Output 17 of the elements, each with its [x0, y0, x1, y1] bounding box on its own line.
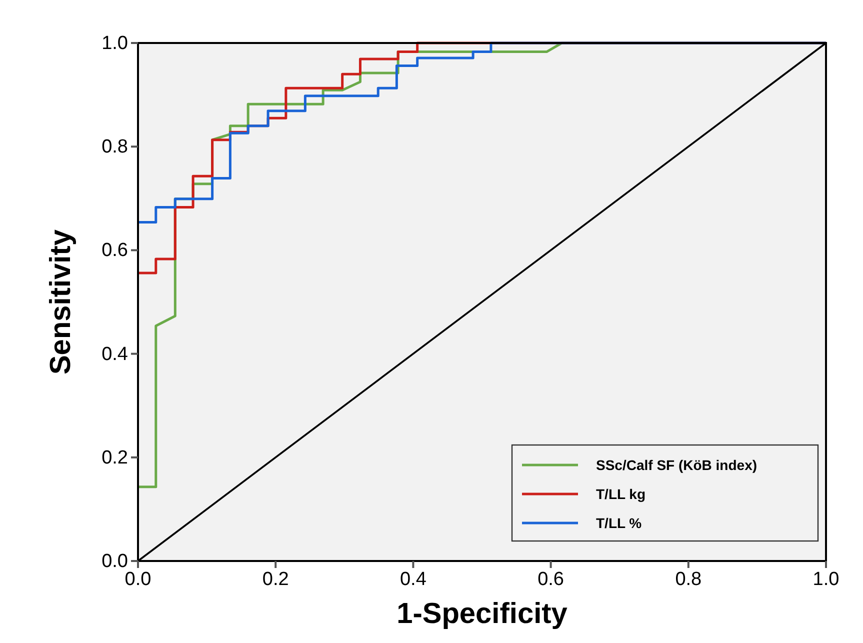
x-tick-label: 0.8	[675, 569, 702, 590]
x-tick-label: 1.0	[812, 569, 840, 590]
legend-label: SSc/Calf SF (KöB index)	[596, 457, 758, 473]
legend-label: T/LL %	[596, 515, 642, 531]
y-tick-label: 0.8	[102, 136, 128, 158]
x-tick-label: 0.2	[262, 569, 289, 590]
y-axis-title: Sensitivity	[45, 229, 77, 375]
legend-label: T/LL kg	[596, 486, 646, 502]
x-tick-label: 0.4	[400, 569, 427, 590]
y-tick-label: 1.0	[102, 33, 128, 54]
x-tick-label: 0.6	[538, 569, 564, 590]
x-tick-label: 0.0	[124, 569, 152, 590]
x-axis-title: 1-Specificity	[396, 598, 568, 630]
y-tick-label: 0.2	[102, 447, 128, 468]
y-tick-label: 0.0	[102, 551, 128, 572]
y-tick-label: 0.6	[102, 240, 128, 262]
y-tick-label: 0.4	[102, 344, 128, 365]
